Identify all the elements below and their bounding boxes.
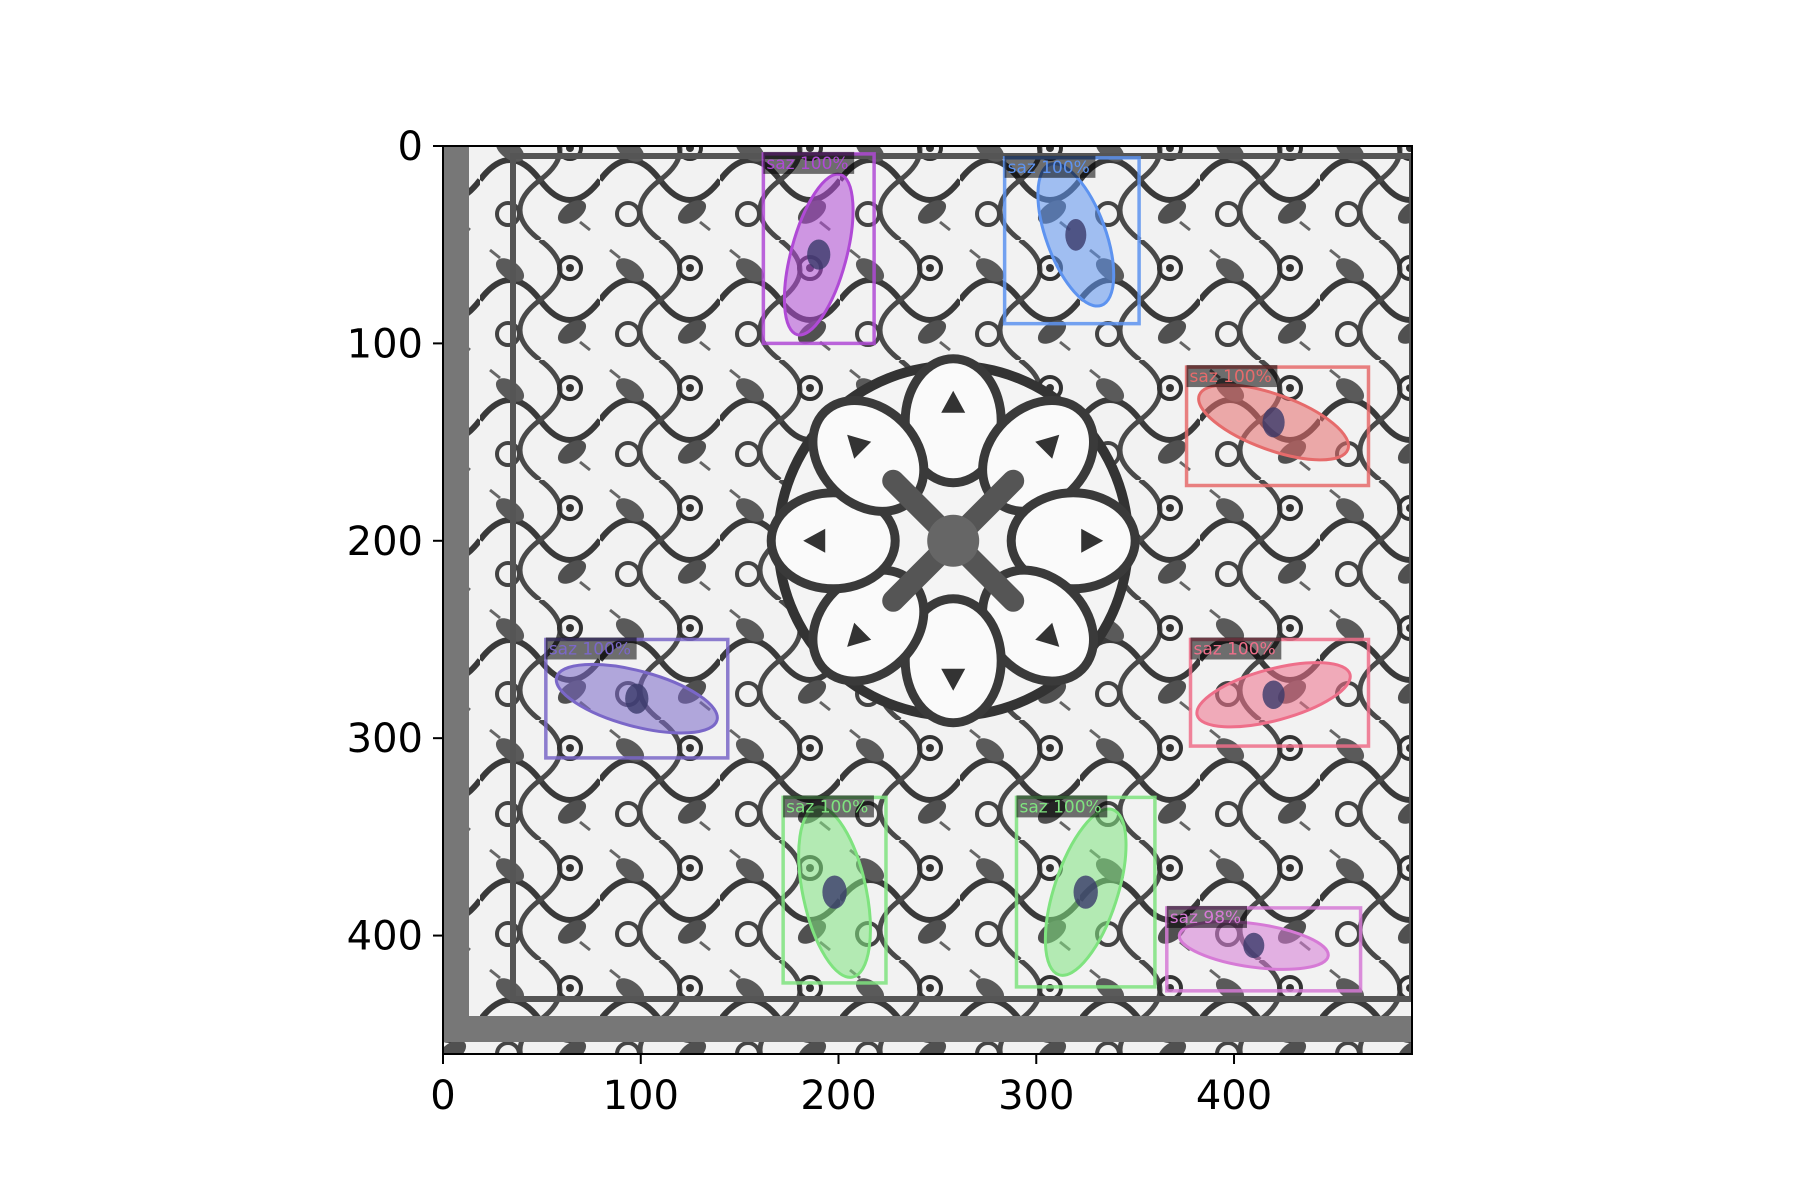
y-tick-label: 200 — [347, 519, 423, 565]
x-tick-label: 0 — [430, 1073, 455, 1119]
detection-4: saz 100% — [544, 637, 730, 760]
detection-label: saz 98% — [1170, 908, 1241, 928]
detection-label: saz 100% — [786, 797, 868, 817]
x-tick-label: 300 — [998, 1073, 1074, 1119]
detection-5: saz 100% — [1188, 637, 1371, 748]
detection-label-bg — [763, 151, 855, 174]
y-tick-label: 100 — [347, 321, 423, 367]
detection-label-bg — [1190, 637, 1282, 660]
detection-mask-core — [807, 239, 831, 270]
detection-label: saz 100% — [1008, 158, 1090, 178]
detection-1: saz 100% — [761, 151, 876, 346]
detection-label-bg — [1004, 155, 1096, 178]
detection-2: saz 100% — [1002, 155, 1141, 326]
detection-label-bg — [1186, 365, 1278, 388]
detection-7: saz 100% — [1014, 795, 1157, 989]
x-axis: 0 100 200 300 400 — [430, 1054, 1272, 1119]
detection-label-bg — [1016, 795, 1108, 818]
detection-mask-core — [822, 875, 847, 909]
detection-label: saz 100% — [1019, 797, 1101, 817]
detection-label-bg — [1166, 905, 1247, 928]
x-tick-label: 400 — [1196, 1073, 1272, 1119]
detection-label: saz 100% — [1190, 367, 1272, 387]
x-tick-label: 100 — [603, 1073, 679, 1119]
detection-label: saz 100% — [549, 639, 631, 659]
tile-image: saz 100% saz 100% saz 100% saz 100% saz 100%… — [443, 146, 1412, 1054]
detection-label-bg — [545, 637, 637, 660]
detection-mask-core — [1243, 932, 1265, 959]
detection-label-bg — [783, 795, 874, 818]
detection-mask-core — [1073, 875, 1098, 909]
plot-frame — [442, 145, 1413, 1055]
detection-label: saz 100% — [1194, 639, 1276, 659]
central-medallion — [766, 354, 1140, 728]
detection-mask-core — [1262, 680, 1285, 710]
y-tick-label: 300 — [347, 716, 423, 762]
detection-3: saz 100% — [1184, 365, 1371, 488]
detections-layer: saz 100% saz 100% saz 100% saz 100% saz 100%… — [544, 151, 1371, 993]
y-tick-label: 0 — [398, 124, 423, 170]
y-tick-label: 400 — [347, 914, 423, 960]
detection-box — [1165, 906, 1363, 993]
detection-label: saz 100% — [766, 154, 848, 174]
detection-mask-core — [625, 683, 649, 714]
detection-box — [544, 637, 730, 760]
x-tick-label: 200 — [800, 1073, 876, 1119]
y-axis: 0 100 200 300 400 — [347, 124, 443, 960]
detection-mask-core — [1065, 218, 1087, 251]
detection-box — [1184, 365, 1371, 488]
detection-8: saz 98% — [1165, 905, 1363, 993]
detection-6: saz 100% — [781, 795, 888, 985]
detection-mask-core — [1262, 407, 1285, 438]
